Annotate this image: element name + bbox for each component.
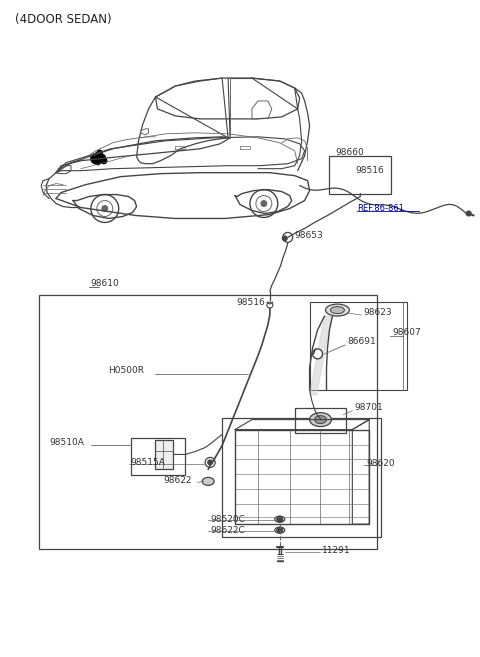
Text: H0500R: H0500R	[108, 367, 144, 375]
Text: REF.86-861: REF.86-861	[357, 204, 404, 213]
Bar	[235, 430, 369, 524]
Circle shape	[91, 154, 101, 164]
Text: 98660: 98660	[336, 148, 364, 157]
Circle shape	[312, 349, 323, 359]
Text: 98516: 98516	[236, 298, 265, 307]
Ellipse shape	[330, 307, 344, 313]
Text: 98510A: 98510A	[49, 438, 84, 447]
Circle shape	[208, 460, 213, 465]
Circle shape	[261, 200, 267, 206]
Ellipse shape	[275, 516, 285, 522]
Text: 98653: 98653	[295, 231, 324, 240]
Ellipse shape	[202, 478, 214, 486]
Circle shape	[102, 206, 108, 212]
Circle shape	[267, 302, 273, 308]
Polygon shape	[310, 316, 332, 395]
Circle shape	[277, 527, 283, 533]
Bar	[329, 156, 391, 194]
Bar	[39, 295, 377, 549]
Text: 98622: 98622	[164, 476, 192, 485]
Text: 98515A: 98515A	[131, 458, 166, 467]
Text: 98610: 98610	[91, 279, 120, 288]
Text: 98622C: 98622C	[210, 526, 245, 535]
Text: 98620: 98620	[366, 459, 395, 468]
Ellipse shape	[314, 416, 326, 424]
Circle shape	[250, 190, 278, 217]
Circle shape	[91, 194, 119, 223]
Ellipse shape	[310, 413, 332, 426]
Circle shape	[101, 158, 107, 164]
Text: 86691: 86691	[348, 338, 376, 346]
Text: 98701: 98701	[354, 403, 383, 412]
Circle shape	[95, 159, 101, 165]
Ellipse shape	[275, 527, 285, 533]
Circle shape	[466, 211, 471, 216]
Text: (4DOOR SEDAN): (4DOOR SEDAN)	[15, 13, 112, 26]
Circle shape	[277, 516, 283, 522]
Text: 11291: 11291	[322, 545, 350, 555]
Bar	[295, 407, 347, 432]
Circle shape	[95, 152, 103, 160]
Bar	[156, 440, 173, 469]
Circle shape	[97, 150, 102, 155]
Text: 98516: 98516	[355, 166, 384, 175]
Bar	[131, 438, 185, 476]
Circle shape	[283, 233, 293, 242]
Circle shape	[282, 236, 287, 241]
Bar	[310, 302, 407, 390]
Text: 98607: 98607	[392, 328, 421, 338]
Ellipse shape	[325, 304, 349, 316]
Circle shape	[98, 154, 105, 161]
Circle shape	[205, 457, 215, 467]
Text: 98623: 98623	[363, 307, 392, 317]
Bar	[222, 418, 381, 537]
Text: 98520C: 98520C	[210, 514, 245, 524]
